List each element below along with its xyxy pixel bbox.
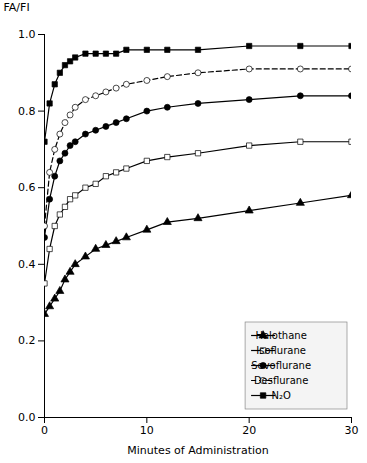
svg-text:0.0: 0.0 [18, 411, 36, 424]
svg-text:0.4: 0.4 [18, 258, 36, 271]
svg-text:0.6: 0.6 [18, 181, 36, 194]
svg-text:FA/FI: FA/FI [4, 1, 30, 14]
svg-text:Minutes of Administration: Minutes of Administration [127, 444, 268, 457]
svg-text:0: 0 [41, 424, 48, 437]
svg-text:Desflurane: Desflurane [254, 375, 308, 386]
svg-text:30: 30 [345, 424, 359, 437]
svg-text:Isoflurane: Isoflurane [256, 345, 306, 356]
svg-text:0.8: 0.8 [18, 105, 36, 118]
svg-text:N₂O: N₂O [271, 390, 290, 401]
svg-text:20: 20 [242, 424, 256, 437]
svg-text:Halothane: Halothane [255, 330, 306, 341]
svg-text:Sevoflurane: Sevoflurane [251, 360, 311, 371]
svg-text:0.2: 0.2 [18, 334, 36, 347]
svg-text:10: 10 [140, 424, 154, 437]
svg-text:1.0: 1.0 [18, 28, 36, 41]
